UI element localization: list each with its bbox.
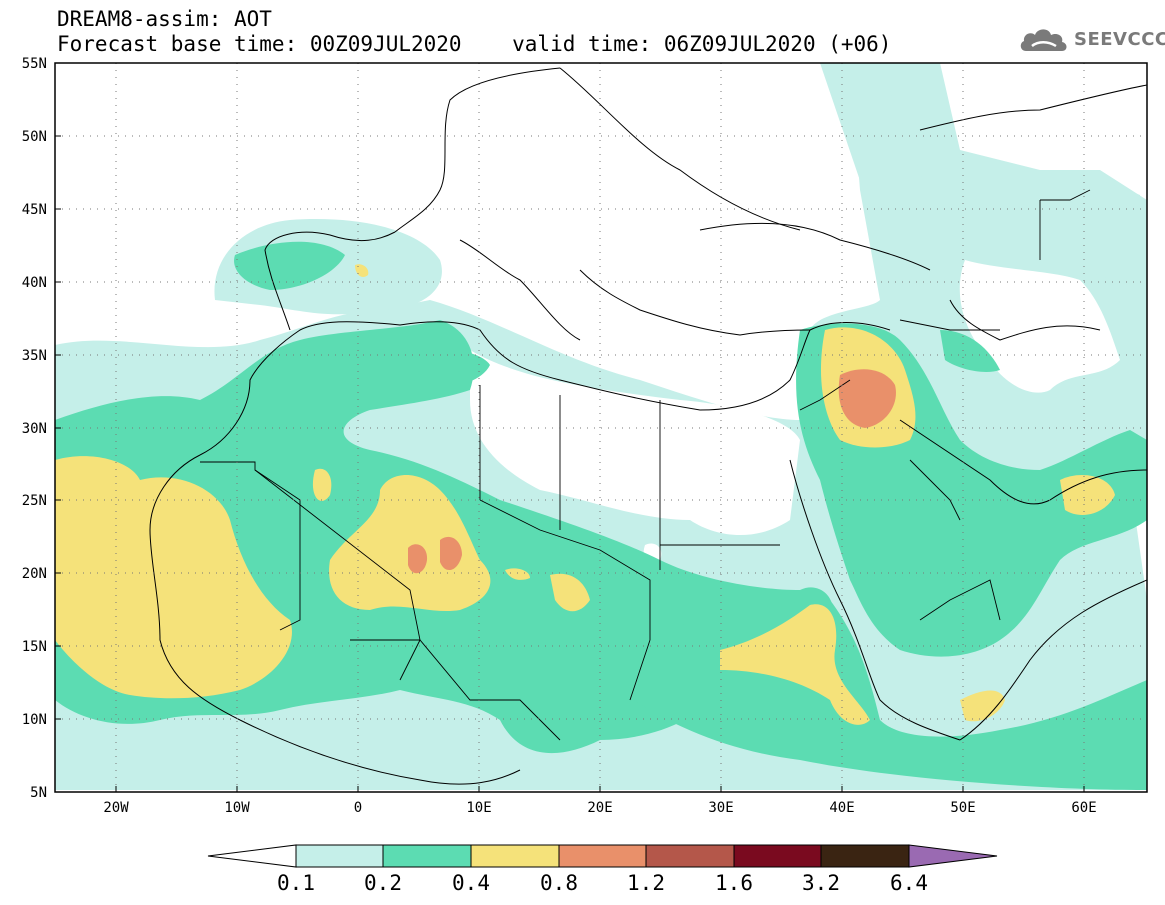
graticule — [55, 63, 1147, 792]
aot-band-0.4 — [55, 264, 1115, 725]
lat-label: 25N — [22, 493, 47, 509]
lat-label: 45N — [22, 202, 47, 218]
colorbar-label: 1.2 — [627, 871, 665, 895]
lon-label: 50E — [950, 800, 975, 816]
lon-label: 40E — [829, 800, 854, 816]
colorbar-segment — [733, 844, 822, 868]
lat-label: 35N — [22, 348, 47, 364]
lon-label: 60E — [1071, 800, 1096, 816]
lon-label: 20W — [103, 800, 129, 816]
coastlines — [149, 67, 1147, 785]
colorbar-label: 0.2 — [364, 871, 402, 895]
tick-marks — [55, 62, 1085, 793]
latitude-labels: 55N 50N 45N 40N 35N 30N 25N 20N 15N 10N … — [22, 56, 47, 801]
longitude-labels: 20W 10W 0 10E 20E 30E 40E 50E 60E — [103, 800, 1096, 816]
colorbar-segment — [645, 844, 735, 868]
colorbar: 0.1 0.2 0.4 0.8 1.2 1.6 3.2 6.4 — [207, 844, 998, 895]
lat-label: 30N — [22, 421, 47, 437]
forecast-time-line: Forecast base time: 00Z09JUL2020 valid t… — [57, 32, 892, 56]
lat-label: 5N — [30, 785, 47, 801]
lat-label: 20N — [22, 566, 47, 582]
logo-text: SEEVCCC — [1074, 28, 1165, 50]
cloud-icon — [1020, 29, 1067, 51]
lon-label: 30E — [708, 800, 733, 816]
aot-band-0.8 — [408, 369, 896, 574]
lon-label: 10E — [466, 800, 491, 816]
borders — [200, 189, 1091, 741]
map-title: DREAM8-assim: AOT — [57, 7, 272, 31]
lon-label: 0 — [354, 800, 362, 816]
lon-label: 10W — [224, 800, 250, 816]
aot-field — [55, 63, 1147, 790]
colorbar-segment — [908, 844, 998, 868]
colorbar-label: 0.8 — [540, 871, 578, 895]
lat-label: 50N — [22, 129, 47, 145]
colorbar-label: 6.4 — [890, 871, 928, 895]
colorbar-label: 0.1 — [277, 871, 315, 895]
colorbar-label: 1.6 — [715, 871, 753, 895]
colorbar-segment — [295, 844, 384, 868]
lat-label: 55N — [22, 56, 47, 72]
lat-label: 10N — [22, 712, 47, 728]
colorbar-segment — [558, 844, 647, 868]
colorbar-label: 3.2 — [802, 871, 840, 895]
lat-label: 40N — [22, 275, 47, 291]
lat-label: 15N — [22, 639, 47, 655]
colorbar-segment — [382, 844, 472, 868]
lon-label: 20E — [587, 800, 612, 816]
seevccc-logo: SEEVCCC — [1018, 24, 1165, 54]
colorbar-segment — [470, 844, 560, 868]
colorbar-segment — [207, 844, 297, 868]
colorbar-segment — [820, 844, 910, 868]
aot-clear-areas — [470, 260, 1120, 564]
colorbar-label: 0.4 — [452, 871, 490, 895]
